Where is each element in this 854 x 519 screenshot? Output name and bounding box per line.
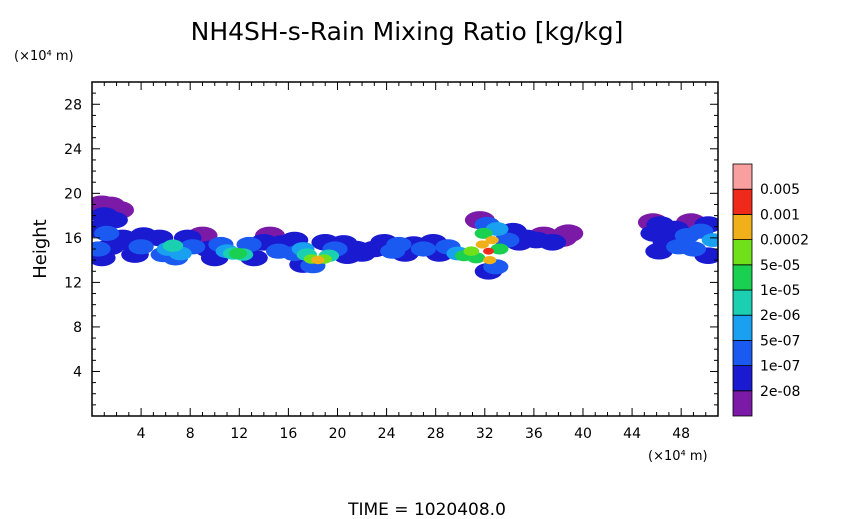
data-field [92,195,718,280]
contour-cell [680,241,707,257]
colorbar-swatch [732,339,753,366]
contour-cell [538,234,567,251]
colorbar-swatch [732,390,753,417]
contour-cell [311,256,325,265]
contour-cell [236,236,262,253]
y-tick-label: 16 [64,231,82,247]
contour-cell [701,233,718,247]
colorbar-swatch [732,365,753,392]
x-tick-label: 20 [329,426,347,442]
x-tick-label: 12 [230,426,248,442]
colorbar-swatch [732,314,753,341]
contour-cell [410,241,436,257]
x-tick-label: 44 [623,426,641,442]
x-tick-label: 16 [279,426,297,442]
y-tick-label: 8 [73,320,82,336]
contour-cell [483,256,497,265]
x-tick-label: 24 [378,426,396,442]
contour-cell [100,211,128,229]
colorbar-label: 5e-05 [760,258,800,274]
contour-cell [475,240,489,249]
x-tick-label: 36 [525,426,543,442]
x-tick-label: 8 [186,426,195,442]
contour-cell [229,248,248,259]
x-tick-label: 4 [137,426,146,442]
y-tick-label: 28 [64,97,82,113]
colorbar-swatch [732,289,753,316]
y-axis-label: Height [30,219,51,279]
contour-cell [94,225,120,241]
y-unit-label: (×10⁴ m) [14,49,74,64]
x-unit-label: (×10⁴ m) [648,449,708,464]
x-tick-label: 28 [427,426,445,442]
contour-cell [485,236,499,245]
colorbar-label: 0.005 [760,182,800,198]
colorbar-label: 2e-06 [760,308,800,324]
colorbar-label: 2e-08 [760,384,800,400]
contour-cell [386,236,412,253]
colorbar-label: 1e-07 [760,359,800,375]
time-label: TIME = 1020408.0 [347,500,506,519]
colorbar-label: 1e-05 [760,283,800,299]
colorbar-swatch [732,188,753,215]
contour-cell [483,247,494,255]
y-tick-label: 12 [64,275,82,291]
x-tick-label: 32 [476,426,494,442]
x-tick-label: 48 [672,426,690,442]
y-tick-label: 20 [64,186,82,202]
contour-cell [162,239,184,252]
colorbar-label: 5e-07 [760,333,800,349]
y-tick-label: 4 [73,364,82,380]
colorbar-label: 0.0002 [760,233,809,249]
contour-cell [474,227,493,239]
colorbar: 2e-08 1e-07 5e-07 2e-06 1e-05 5e-05 0.0002 0.00… [732,163,809,417]
contour-cell [490,243,509,255]
colorbar-swatch [732,163,753,190]
colorbar-swatch [732,239,753,266]
y-tick-label: 24 [64,142,82,158]
contour-cell [128,239,154,255]
contour-cell [645,242,673,260]
colorbar-label: 0.001 [760,207,800,223]
colorbar-swatch [732,213,753,240]
contour-cell [463,246,480,256]
colorbar-swatch [732,264,753,291]
contour-cell [92,241,111,257]
x-tick-label: 40 [574,426,592,442]
chart-title: NH4SH-s-Rain Mixing Ratio [kg/kg] [191,17,624,46]
